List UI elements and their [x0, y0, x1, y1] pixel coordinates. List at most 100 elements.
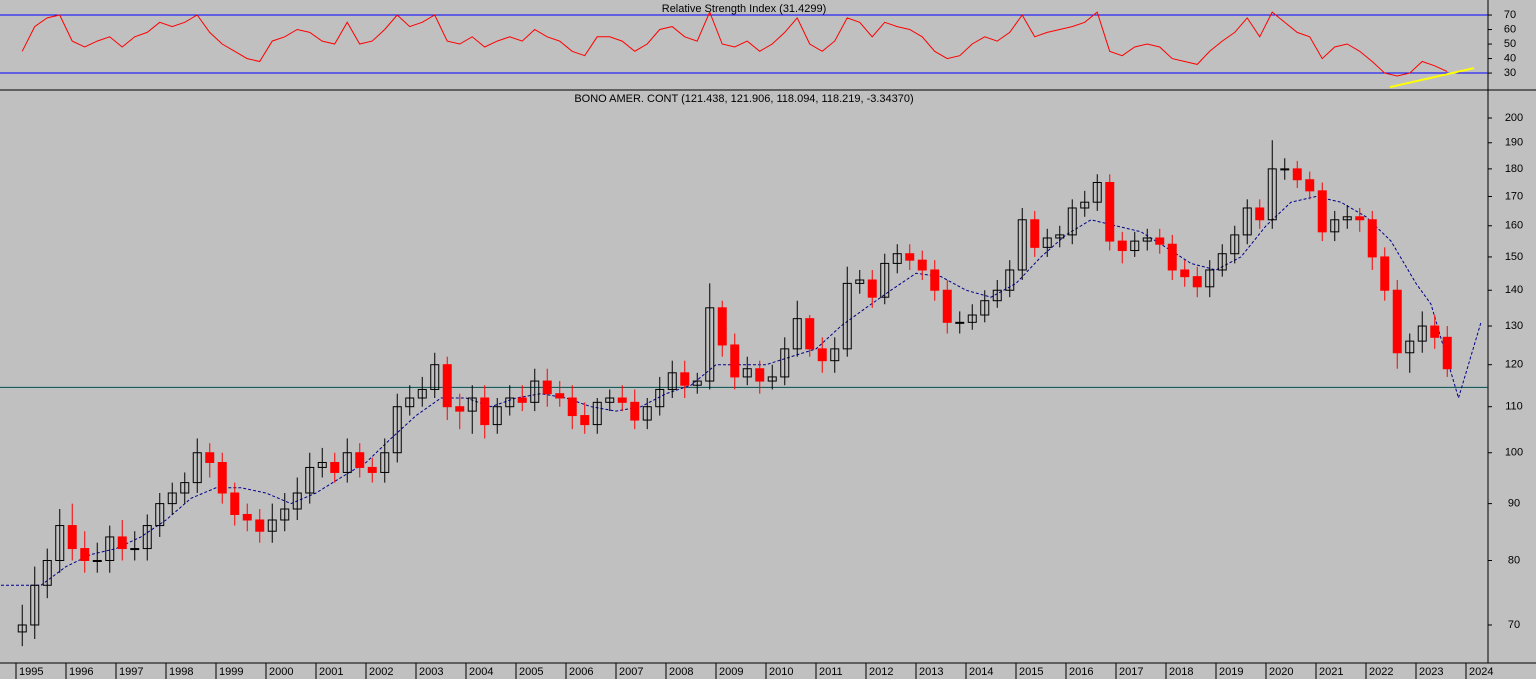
candle-body: [480, 397, 490, 426]
candle-body: [1180, 269, 1190, 278]
y-tick-label: 170: [1505, 190, 1523, 202]
x-tick-label: 2014: [969, 666, 993, 678]
candle-body: [292, 492, 302, 510]
candle-body: [80, 548, 90, 561]
candle-body: [55, 525, 65, 561]
candle-body: [1367, 219, 1377, 258]
candle-body: [417, 388, 427, 399]
candle-body: [630, 401, 640, 421]
candle-body: [405, 397, 415, 408]
candle-body: [680, 372, 690, 386]
candle-body: [1317, 190, 1327, 233]
x-tick-label: 2023: [1419, 666, 1443, 678]
candle-body: [167, 492, 177, 505]
candle-body: [780, 348, 790, 378]
y-tick-label: 130: [1505, 320, 1523, 332]
candle-body: [842, 282, 852, 350]
candle-body: [1092, 181, 1102, 203]
x-tick-label: 2012: [869, 666, 893, 678]
candle-body: [692, 380, 702, 386]
candle-body: [530, 380, 540, 403]
x-tick-label: 2003: [419, 666, 443, 678]
candle-body: [355, 452, 365, 468]
x-tick-label: 1998: [169, 666, 193, 678]
candle-body: [755, 368, 765, 382]
candle-body: [1392, 289, 1402, 354]
candle-body: [92, 559, 102, 562]
x-tick-label: 2002: [369, 666, 393, 678]
y-tick-label: 90: [1508, 498, 1520, 510]
candle-body: [1205, 269, 1215, 288]
candle-body: [430, 364, 440, 390]
candle-body: [580, 415, 590, 426]
candle-body: [467, 397, 477, 412]
candle-body: [1167, 243, 1177, 271]
candle-body: [367, 466, 377, 473]
candle-body: [642, 406, 652, 421]
candle-body: [855, 279, 865, 284]
candle-body: [905, 253, 915, 261]
candle-body: [1042, 237, 1052, 248]
candle-body: [267, 519, 277, 532]
rsi-line: [21, 10, 1448, 77]
x-tick-label: 1995: [19, 666, 43, 678]
candle-body: [455, 406, 465, 412]
candle-body: [180, 482, 190, 494]
candle-body: [392, 406, 402, 454]
trend-line: [1389, 67, 1475, 89]
candle-body: [792, 318, 802, 350]
x-tick-label: 2013: [919, 666, 943, 678]
candle-body: [1442, 336, 1452, 370]
y-tick-label: 70: [1508, 619, 1520, 631]
candle-body: [1217, 253, 1227, 271]
candle-body: [305, 466, 315, 494]
candle-body: [942, 289, 952, 323]
candle-body: [317, 461, 327, 468]
candle-body: [1267, 168, 1277, 221]
x-tick-label: 2005: [519, 666, 543, 678]
candle-body: [117, 536, 127, 550]
x-tick-label: 1996: [69, 666, 93, 678]
candle-body: [592, 401, 602, 426]
candle-body: [1080, 201, 1090, 209]
candle-body: [605, 397, 615, 403]
candle-body: [1017, 219, 1027, 271]
candle-body: [1055, 234, 1065, 239]
candle-body: [1280, 168, 1290, 171]
candle-body: [930, 269, 940, 291]
y-tick-label: 40: [1504, 52, 1516, 64]
x-tick-label: 2021: [1319, 666, 1343, 678]
candle-body: [1330, 219, 1340, 233]
candle-body: [867, 279, 877, 298]
candle-body: [1292, 168, 1302, 181]
candle-body: [1130, 240, 1140, 252]
candle-body: [205, 452, 215, 463]
x-tick-label: 2008: [669, 666, 693, 678]
candle-body: [555, 393, 565, 399]
candle-body: [155, 503, 165, 527]
candle-body: [1342, 216, 1352, 221]
candle-body: [280, 508, 290, 521]
candle-body: [1117, 240, 1127, 252]
y-tick-label: 50: [1504, 38, 1516, 50]
candle-body: [217, 461, 227, 494]
y-tick-label: 150: [1505, 251, 1523, 263]
x-tick-label: 2015: [1019, 666, 1043, 678]
candle-body: [442, 364, 452, 408]
candle-body: [967, 314, 977, 323]
candle-body: [1380, 256, 1390, 291]
x-tick-label: 2001: [319, 666, 343, 678]
x-tick-label: 2009: [719, 666, 743, 678]
candle-body: [505, 397, 515, 408]
y-tick-label: 60: [1504, 23, 1516, 35]
candle-body: [17, 624, 27, 633]
candle-body: [767, 376, 777, 382]
y-tick-label: 180: [1505, 163, 1523, 175]
candle-body: [380, 452, 390, 473]
candle-body: [1030, 219, 1040, 248]
x-tick-label: 1997: [119, 666, 143, 678]
candle-body: [742, 368, 752, 378]
